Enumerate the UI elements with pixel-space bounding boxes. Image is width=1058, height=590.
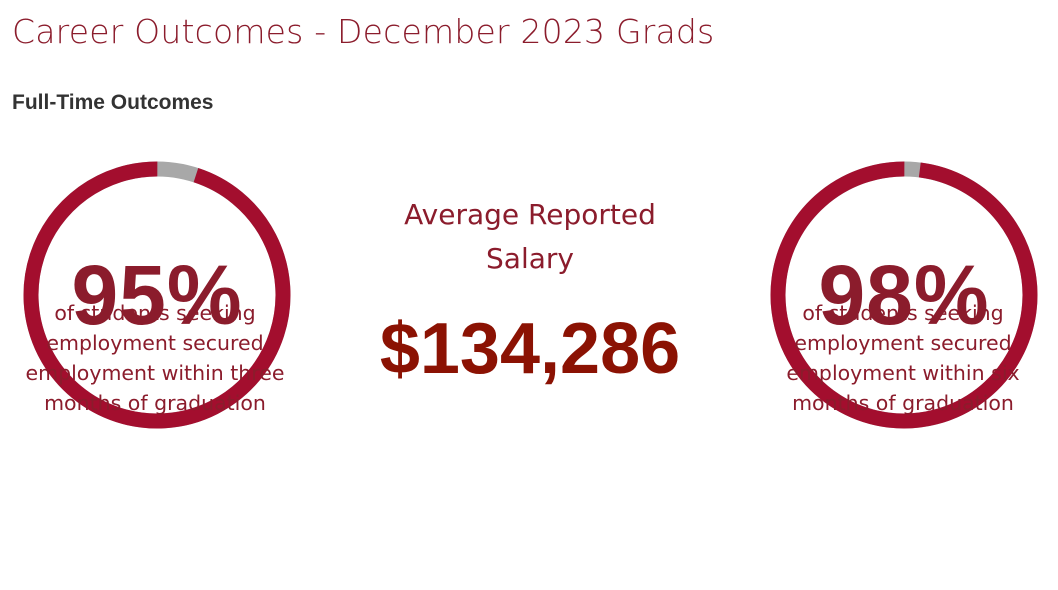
outcome-caption-six-months: of students seeking employment secured e… xyxy=(748,298,1058,418)
caption-line: employment secured xyxy=(794,331,1012,355)
ring-filled-arc xyxy=(23,161,291,429)
salary-value: $134,286 xyxy=(379,309,681,389)
percent-value: 98% xyxy=(818,247,990,342)
caption-line: of students seeking xyxy=(54,301,256,325)
salary-label-line: Salary xyxy=(486,242,574,275)
caption-line: months of graduation xyxy=(792,391,1014,415)
caption-line: of students seeking xyxy=(802,301,1004,325)
caption-line: employment within three xyxy=(25,361,285,385)
caption-line: employment secured xyxy=(46,331,264,355)
average-salary-block: Average Reported Salary $134,286 xyxy=(340,193,720,389)
caption-line: employment within six xyxy=(786,361,1020,385)
percent-value: 95% xyxy=(71,247,243,342)
progress-ring xyxy=(23,161,291,429)
caption-line: months of graduation xyxy=(44,391,266,415)
progress-ring xyxy=(770,161,1038,429)
page-title: Career Outcomes - December 2023 Grads xyxy=(12,12,715,51)
outcome-caption-three-months: of students seeking employment secured e… xyxy=(0,298,310,418)
salary-label-line: Average Reported xyxy=(404,198,656,231)
outcome-ring-six-months: 98% xyxy=(769,160,1039,430)
ring-filled-arc xyxy=(770,161,1038,429)
salary-label: Average Reported Salary xyxy=(340,193,720,281)
section-heading: Full-Time Outcomes xyxy=(12,91,214,114)
outcome-ring-three-months: 95% xyxy=(22,160,292,430)
